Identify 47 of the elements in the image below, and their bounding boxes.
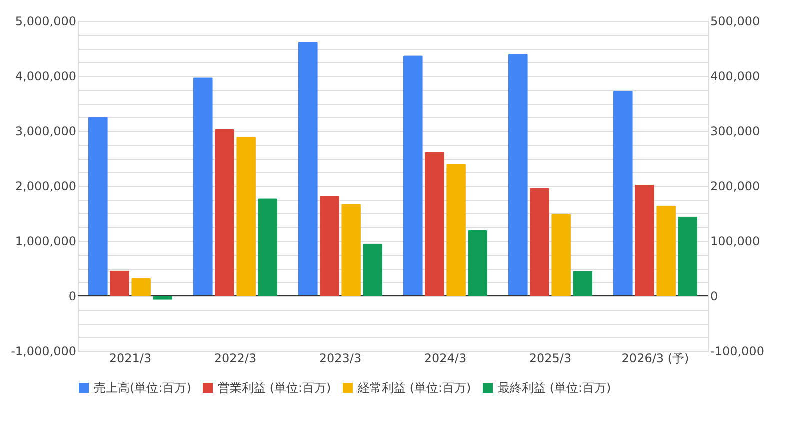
bar — [194, 78, 213, 296]
y2-tick-label: 300,000 — [710, 124, 760, 138]
bar — [342, 204, 361, 296]
legend-label: 経常利益 (単位:百万) — [357, 381, 472, 395]
bar — [425, 152, 444, 296]
bar — [88, 117, 108, 296]
bar — [298, 42, 318, 296]
y2-tick-label: -100,000 — [710, 344, 764, 358]
y2-tick-label: 500,000 — [710, 14, 760, 28]
x-tick-label: 2021/3 — [109, 352, 152, 366]
legend-label: 売上高(単位:百万) — [94, 381, 192, 395]
bar — [110, 270, 130, 296]
bar — [552, 214, 571, 296]
bar — [446, 164, 466, 296]
y-tick-label: 0 — [68, 290, 76, 304]
y-tick-label: 1,000,000 — [15, 234, 76, 248]
bar — [678, 216, 698, 296]
bar — [404, 56, 423, 296]
bar — [573, 271, 592, 296]
bar — [363, 244, 382, 296]
y2-tick-label: 400,000 — [710, 70, 760, 84]
y2-tick-label: 0 — [710, 290, 718, 304]
bar — [215, 129, 234, 296]
bar — [320, 196, 340, 296]
bar — [635, 184, 654, 296]
bar — [530, 188, 550, 296]
y-tick-label: 4,000,000 — [15, 70, 76, 84]
bar — [614, 90, 633, 296]
x-tick-label: 2025/3 — [529, 352, 572, 366]
bar — [132, 278, 151, 296]
y-tick-label: -1,000,000 — [11, 344, 76, 358]
x-tick-label: 2026/3 (予) — [622, 352, 690, 366]
y2-tick-label: 100,000 — [710, 234, 760, 248]
y2-tick-label: 200,000 — [710, 180, 760, 194]
x-tick-label: 2023/3 — [319, 352, 362, 366]
y-tick-label: 3,000,000 — [15, 124, 76, 138]
bar — [468, 230, 488, 296]
bar — [236, 137, 256, 296]
bar — [656, 206, 676, 296]
bar — [258, 198, 278, 296]
y-tick-label: 2,000,000 — [15, 180, 76, 194]
legend-label: 最終利益 (単位:百万) — [498, 381, 612, 395]
legend-label: 営業利益 (単位:百万) — [218, 381, 332, 395]
x-tick-label: 2022/3 — [214, 352, 257, 366]
bar — [508, 54, 528, 296]
y-tick-label: 5,000,000 — [15, 14, 76, 28]
x-tick-label: 2024/3 — [424, 352, 467, 366]
